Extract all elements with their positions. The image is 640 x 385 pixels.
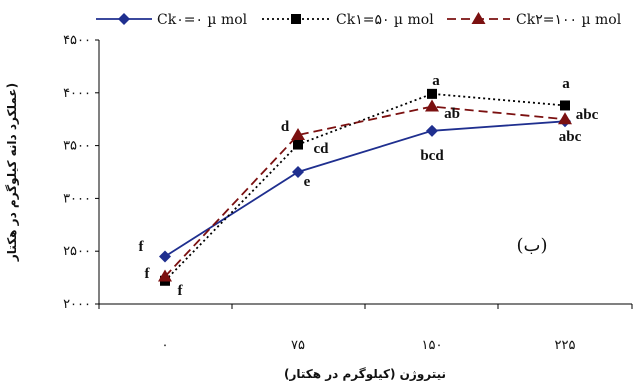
y-tick-label: ۳۵۰۰ bbox=[63, 139, 91, 154]
y-tick-label: ۲۰۰۰ bbox=[63, 297, 91, 312]
legend-item-1: Ck۰=۰ µ mol bbox=[96, 12, 248, 28]
series-line bbox=[164, 92, 566, 282]
series-point bbox=[159, 250, 171, 263]
data-label: f bbox=[145, 266, 151, 282]
x-tick-label: ۱۵۰ bbox=[422, 338, 443, 353]
y-tick-label: ۲۵۰۰ bbox=[63, 244, 91, 259]
data-label: e bbox=[304, 174, 311, 190]
x-axis-title: نیتروژن (کیلوگرم در هکتار) bbox=[284, 367, 446, 382]
series-layer bbox=[158, 88, 572, 286]
legend-marker bbox=[118, 13, 130, 25]
series-point bbox=[291, 128, 305, 141]
series-point bbox=[425, 99, 439, 112]
series-point bbox=[158, 269, 172, 282]
legend-marker bbox=[291, 14, 301, 24]
series-1 bbox=[159, 115, 571, 263]
legend-label: Ck۱=۵۰ µ mol bbox=[336, 12, 434, 28]
data-label: ab bbox=[444, 106, 460, 122]
legend-label: Ck۰=۰ µ mol bbox=[157, 12, 248, 28]
data-label: d bbox=[281, 119, 290, 135]
series-line bbox=[164, 120, 566, 258]
data-label: abc bbox=[576, 107, 599, 123]
panel-label: (ب) bbox=[516, 235, 547, 256]
x-tick-label: ۲۲۵ bbox=[555, 338, 576, 353]
series-point bbox=[426, 124, 438, 137]
data-label: bcd bbox=[420, 148, 444, 164]
series-2 bbox=[160, 88, 570, 286]
series-point bbox=[292, 166, 304, 178]
legend-item-2: Ck۱=۵۰ µ mol bbox=[262, 12, 434, 28]
x-tick-label: ۰ bbox=[162, 338, 169, 353]
series-point bbox=[560, 100, 570, 111]
axes: ۲۰۰۰ ۲۵۰۰ ۳۰۰۰ ۳۵۰۰ ۴۰۰۰ ۴۵۰۰ ۰ ۷۵ ۱۵۰ ۲۲۵ bbox=[63, 33, 633, 353]
series-point bbox=[427, 88, 437, 99]
legend-item-3: Ck۲=۱۰۰ µ mol bbox=[447, 12, 622, 28]
series-point bbox=[558, 112, 572, 125]
data-label: a bbox=[432, 73, 440, 89]
y-tick-label: ۴۵۰۰ bbox=[63, 33, 91, 48]
series-line bbox=[164, 105, 566, 278]
x-tick-label: ۷۵ bbox=[291, 338, 305, 353]
data-label: f bbox=[178, 283, 184, 299]
legend-label: Ck۲=۱۰۰ µ mol bbox=[516, 12, 622, 28]
y-tick-label: ۳۰۰۰ bbox=[63, 191, 91, 206]
legend-marker bbox=[471, 12, 486, 24]
series-3 bbox=[158, 99, 572, 282]
data-label: abc bbox=[559, 129, 582, 145]
y-tick-label: ۴۰۰۰ bbox=[63, 86, 91, 101]
labels-layer: f e bcd abc f cd a a f d ab abc bbox=[139, 73, 599, 299]
legend: Ck۰=۰ µ mol Ck۱=۵۰ µ mol Ck۲=۱۰۰ µ mol bbox=[96, 12, 622, 28]
y-axis-title: عملکرد دانه کیلوگرم در هکتار) bbox=[5, 83, 20, 262]
data-label: a bbox=[562, 76, 570, 92]
series-point bbox=[293, 139, 303, 150]
data-label: f bbox=[139, 239, 145, 255]
data-label: cd bbox=[314, 141, 330, 157]
